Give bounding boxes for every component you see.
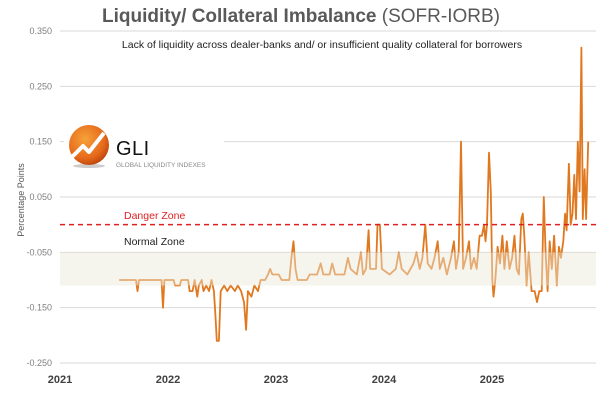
rising-chart-orb-icon (69, 125, 109, 168)
y-tick-label: -0.150 (26, 303, 52, 313)
x-tick-label: 2024 (372, 374, 397, 386)
normal-zone-label: Normal Zone (124, 236, 185, 248)
y-tick-label: 0.150 (29, 137, 52, 147)
x-tick-label: 2022 (156, 374, 180, 386)
y-tick-label: -0.250 (26, 358, 52, 368)
y-tick-label: -0.050 (26, 247, 52, 257)
y-tick-label: 0.250 (29, 81, 52, 91)
chart-subtitle: Lack of liquidity across dealer-banks an… (122, 39, 522, 51)
gli-logo: GLI GLOBAL LIQUIDITY INDEXES (64, 118, 224, 170)
x-tick-label: 2023 (264, 374, 288, 386)
x-tick-label: 2025 (480, 374, 504, 386)
logo-tagline: GLOBAL LIQUIDITY INDEXES (116, 162, 206, 169)
y-axis-label: Percentage Points (16, 163, 26, 237)
y-tick-labels: 0.350 0.250 0.150 0.050 -0.050 -0.150 -0.250 (26, 26, 52, 368)
y-tick-label: 0.050 (29, 192, 52, 202)
title-main: Liquidity/ Collateral Imbalance (102, 6, 377, 27)
series-line (119, 46, 590, 342)
y-tick-label: 0.350 (29, 26, 52, 36)
chart-title: Liquidity/ Collateral Imbalance (SOFR-IO… (102, 6, 500, 27)
danger-zone-label: Danger Zone (124, 210, 185, 222)
x-tick-label: 2021 (48, 374, 72, 386)
logo-wordmark: GLI (116, 138, 150, 160)
title-suffix: (SOFR-IORB) (382, 6, 500, 27)
x-tick-labels: 2021 2022 2023 2024 2025 (48, 374, 504, 386)
normal-zone-band (60, 252, 596, 286)
gridlines (60, 30, 596, 364)
